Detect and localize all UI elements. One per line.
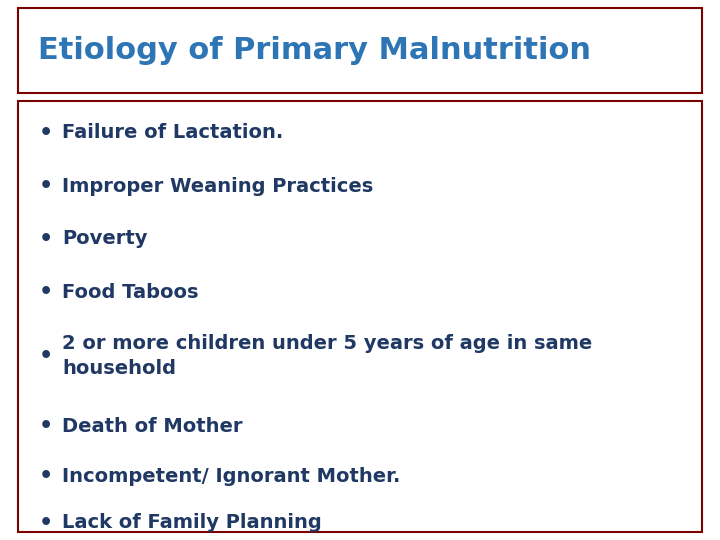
Text: Failure of Lactation.: Failure of Lactation.: [62, 124, 283, 143]
FancyBboxPatch shape: [18, 8, 702, 93]
Text: •: •: [39, 176, 53, 196]
Text: Food Taboos: Food Taboos: [62, 282, 199, 301]
Text: •: •: [39, 123, 53, 143]
Text: •: •: [39, 346, 53, 366]
Text: Incompetent/ Ignorant Mother.: Incompetent/ Ignorant Mother.: [62, 467, 400, 485]
Text: •: •: [39, 513, 53, 533]
Text: 2 or more children under 5 years of age in same
household: 2 or more children under 5 years of age …: [62, 334, 593, 377]
Text: Death of Mother: Death of Mother: [62, 416, 243, 435]
FancyBboxPatch shape: [18, 101, 702, 532]
Text: Poverty: Poverty: [62, 230, 148, 248]
Text: Lack of Family Planning: Lack of Family Planning: [62, 514, 322, 532]
Text: •: •: [39, 282, 53, 302]
Text: Etiology of Primary Malnutrition: Etiology of Primary Malnutrition: [38, 36, 591, 65]
Text: •: •: [39, 229, 53, 249]
Text: •: •: [39, 466, 53, 486]
Text: Improper Weaning Practices: Improper Weaning Practices: [62, 177, 373, 195]
Text: •: •: [39, 416, 53, 436]
